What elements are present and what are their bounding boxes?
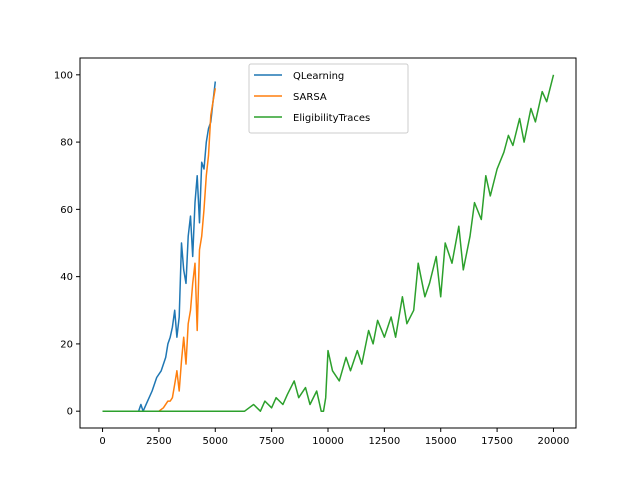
y-tick-label: 0	[67, 407, 73, 418]
series-line-1	[102, 88, 217, 412]
series-layer	[102, 74, 555, 412]
x-tick-label: 12500	[368, 436, 400, 447]
y-tick-label: 100	[54, 70, 73, 81]
x-tick-label: 20000	[538, 436, 570, 447]
series-line-0	[102, 81, 217, 412]
y-tick-label: 40	[60, 272, 73, 283]
x-tick-label: 15000	[425, 436, 457, 447]
legend-label-2: EligibilityTraces	[293, 113, 370, 124]
x-tick-label: 10000	[312, 436, 344, 447]
x-tick-label: 5000	[203, 436, 228, 447]
legend-label-1: SARSA	[293, 92, 327, 103]
x-tick-label: 0	[99, 436, 105, 447]
x-tick-label: 7500	[259, 436, 284, 447]
x-tick-label: 2500	[146, 436, 171, 447]
legend: QLearning SARSA EligibilityTraces	[248, 63, 409, 134]
x-tick-label: 17500	[481, 436, 513, 447]
series-line-2	[102, 74, 555, 412]
y-tick-label: 80	[60, 138, 73, 149]
y-tick-label: 60	[60, 205, 73, 216]
legend-box	[248, 63, 409, 134]
x-axis: 0 2500 5000 7500 10000 12500 15000 17500 20000	[99, 428, 569, 447]
y-tick-label: 20	[60, 339, 73, 350]
legend-label-0: QLearning	[293, 71, 344, 82]
y-axis: 0 20 40 60 80 100	[54, 70, 80, 418]
